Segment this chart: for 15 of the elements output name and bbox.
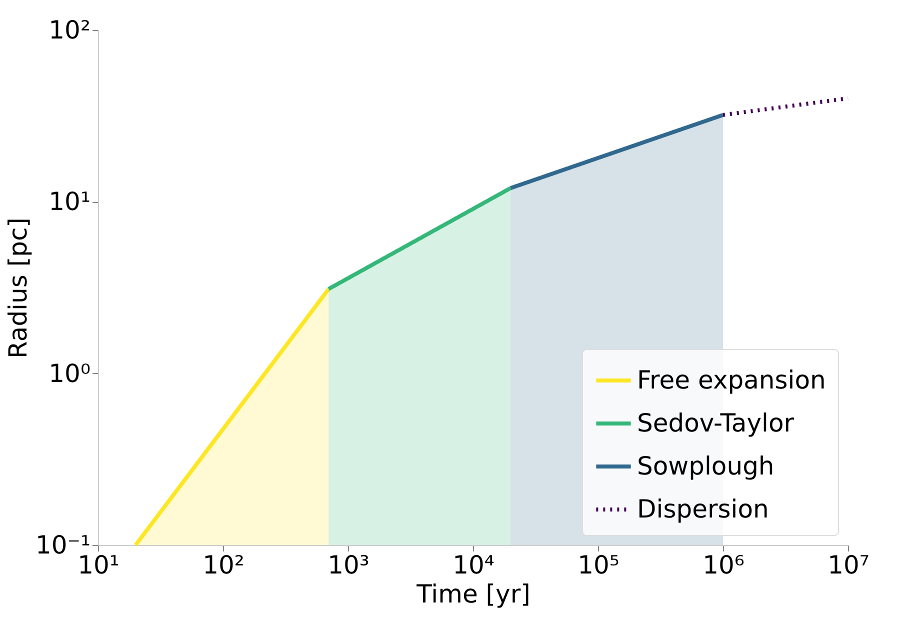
x-tick-label: 10⁶ bbox=[702, 550, 744, 580]
y-tick-label: 10² bbox=[48, 16, 90, 44]
x-tick-label: 10⁵ bbox=[578, 550, 620, 580]
legend-label: Dispersion bbox=[637, 494, 769, 524]
y-tick-label: 10¹ bbox=[48, 187, 90, 216]
x-tick-label: 10⁴ bbox=[452, 550, 494, 580]
y-tick-label: 10⁰ bbox=[48, 358, 90, 388]
legend-label: Sedov-Taylor bbox=[637, 408, 795, 438]
legend-label: Sowplough bbox=[637, 452, 774, 480]
legend-label: Free expansion bbox=[637, 366, 826, 394]
x-tick-label: 10² bbox=[202, 550, 244, 580]
x-tick-label: 10⁷ bbox=[828, 550, 870, 580]
y-axis-title: Radius [pc] bbox=[3, 218, 32, 358]
x-tick-label: 10³ bbox=[328, 550, 370, 580]
x-axis-title: Time [yr] bbox=[416, 580, 530, 608]
